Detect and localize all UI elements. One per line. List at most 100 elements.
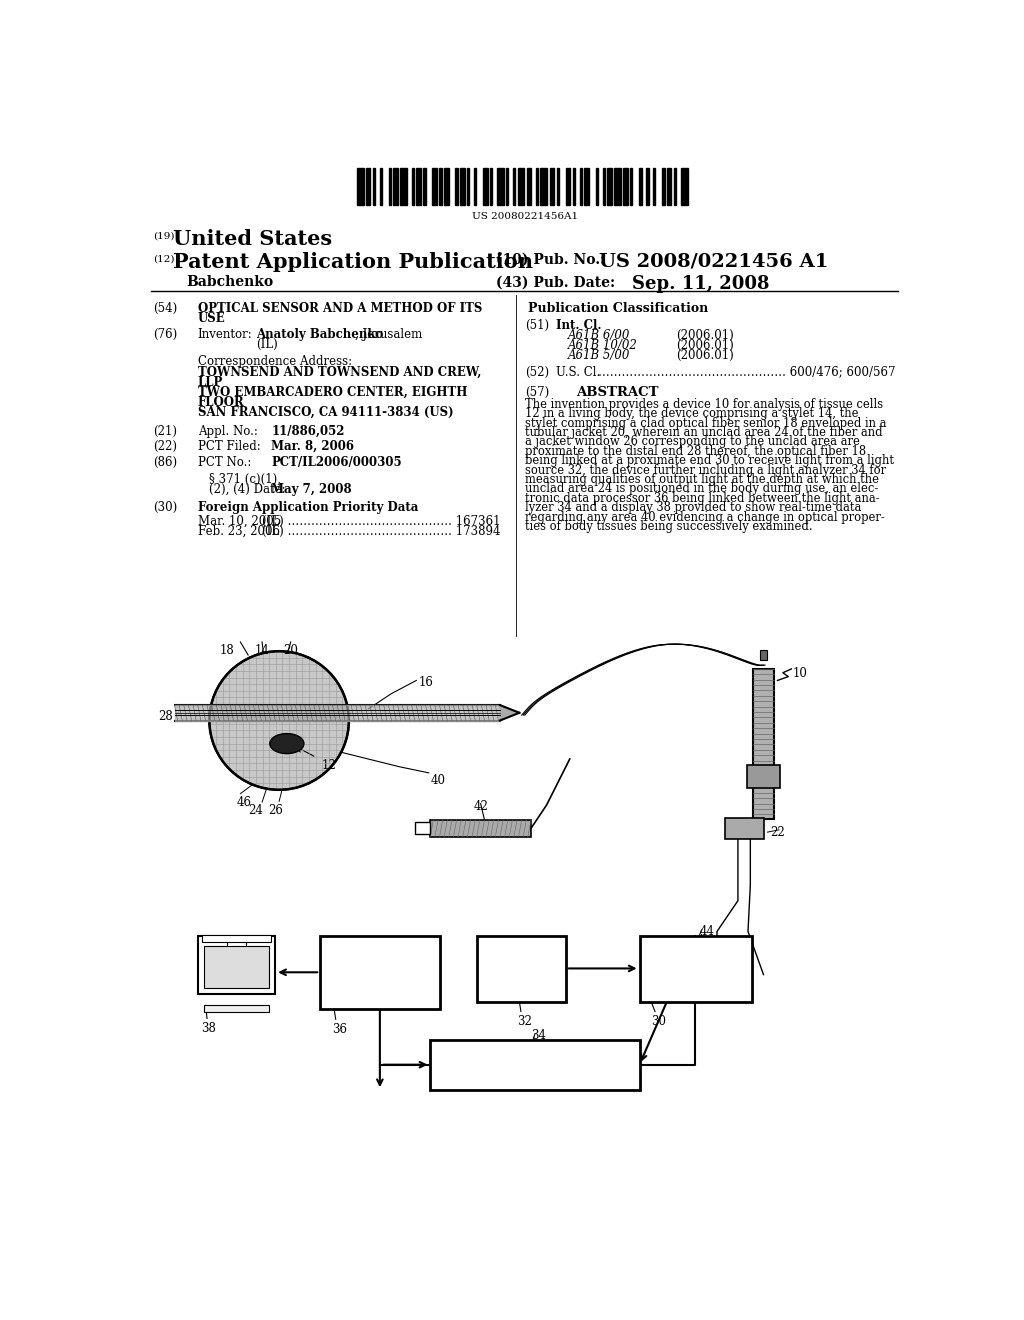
Text: 18: 18 (219, 644, 234, 656)
Text: 34: 34 (531, 1030, 546, 1043)
Text: ties of body tissues being successively examined.: ties of body tissues being successively … (524, 520, 812, 533)
Text: US 2008/0221456 A1: US 2008/0221456 A1 (599, 252, 828, 271)
Bar (517, 168, 524, 205)
Text: , Jerusalem: , Jerusalem (355, 327, 422, 341)
Text: 12: 12 (322, 759, 337, 772)
Bar (572, 168, 574, 205)
Bar (550, 168, 554, 205)
Bar (640, 936, 752, 1002)
Bar (536, 168, 539, 205)
Bar (489, 168, 493, 205)
Text: 22: 22 (770, 825, 784, 838)
Bar (198, 936, 275, 994)
Text: tronic data processor 36 being linked between the light ana-: tronic data processor 36 being linked be… (524, 492, 880, 504)
Text: TOWNSEND AND TOWNSEND AND CREW,: TOWNSEND AND TOWNSEND AND CREW, (198, 366, 481, 379)
Text: PCT/IL2006/000305: PCT/IL2006/000305 (271, 455, 402, 469)
Text: unclad area 24 is positioned in the body during use, an elec-: unclad area 24 is positioned in the body… (524, 482, 878, 495)
Text: 38: 38 (202, 1022, 216, 1035)
Bar (202, 935, 271, 942)
Bar (580, 168, 582, 205)
Bar (432, 168, 437, 205)
Text: Appl. No.:: Appl. No.: (198, 425, 258, 438)
Bar (614, 168, 621, 205)
Bar (460, 168, 465, 205)
Text: Mar. 10, 2005: Mar. 10, 2005 (198, 515, 281, 528)
Text: 16: 16 (419, 676, 433, 689)
Text: measuring qualities of output light at the depth at which the: measuring qualities of output light at t… (524, 473, 879, 486)
Text: Int. Cl.: Int. Cl. (556, 318, 601, 331)
Text: Sep. 11, 2008: Sep. 11, 2008 (632, 276, 769, 293)
Text: United States: United States (173, 230, 332, 249)
Bar (423, 168, 426, 205)
Text: Light analyzer: Light analyzer (486, 1059, 584, 1072)
Text: ………………………………………… 600/476; 600/567: ………………………………………… 600/476; 600/567 (598, 366, 896, 379)
Text: PCT No.:: PCT No.: (198, 455, 251, 469)
Text: § 371 (c)(1),: § 371 (c)(1), (209, 473, 282, 486)
Bar (748, 766, 779, 788)
Bar (204, 946, 269, 989)
Bar (227, 941, 246, 950)
Text: SAN FRANCISCO, CA 94111-3834 (US): SAN FRANCISCO, CA 94111-3834 (US) (198, 405, 454, 418)
Text: being linked at a proximate end 30 to receive light from a light: being linked at a proximate end 30 to re… (524, 454, 894, 467)
Text: 42: 42 (473, 800, 488, 813)
Text: 36: 36 (332, 1023, 347, 1036)
Bar (321, 936, 440, 1010)
Text: The invention provides a device 10 for analysis of tissue cells: The invention provides a device 10 for a… (524, 397, 883, 411)
Polygon shape (500, 705, 519, 721)
Text: 40: 40 (430, 775, 445, 788)
Bar (477, 936, 566, 1002)
Bar (566, 168, 570, 205)
Bar (639, 168, 642, 205)
Bar (526, 168, 531, 205)
Text: LLP: LLP (198, 376, 223, 388)
Bar (596, 168, 598, 205)
Bar (674, 168, 676, 205)
Circle shape (209, 651, 349, 789)
Bar (646, 168, 648, 205)
Text: (IL) …………………………………… 167361: (IL) …………………………………… 167361 (262, 515, 501, 528)
Bar (607, 168, 611, 205)
Bar (380, 168, 382, 205)
Text: (IL): (IL) (256, 338, 278, 351)
Text: 30: 30 (651, 1015, 667, 1028)
Bar (393, 168, 398, 205)
Text: (22): (22) (153, 441, 177, 453)
Text: (54): (54) (153, 302, 177, 314)
Bar (753, 669, 774, 818)
Bar (725, 817, 764, 840)
Bar (624, 168, 628, 205)
Text: (12): (12) (153, 255, 174, 264)
Text: 44: 44 (699, 925, 714, 939)
Bar (415, 822, 430, 834)
Bar (400, 168, 408, 205)
Bar (602, 168, 605, 205)
Bar (356, 168, 364, 205)
Bar (430, 1040, 640, 1090)
Text: Patent Application Publication: Patent Application Publication (173, 252, 532, 272)
Text: 28: 28 (158, 710, 173, 723)
Bar (506, 168, 508, 205)
Text: 11/886,052: 11/886,052 (271, 425, 345, 438)
Text: A61B 5/00: A61B 5/00 (567, 350, 630, 363)
Text: USE: USE (198, 312, 225, 325)
Bar (444, 168, 449, 205)
Text: (76): (76) (153, 327, 177, 341)
Bar (497, 168, 504, 205)
Text: Anatoly Babchenko: Anatoly Babchenko (256, 327, 383, 341)
Text: (2006.01): (2006.01) (676, 350, 733, 363)
Bar (513, 168, 515, 205)
Text: (IL) …………………………………… 173894: (IL) …………………………………… 173894 (262, 525, 501, 539)
Text: 14: 14 (255, 644, 269, 656)
Text: OPTICAL SENSOR AND A METHOD OF ITS: OPTICAL SENSOR AND A METHOD OF ITS (198, 302, 482, 314)
Bar (474, 168, 476, 205)
Text: (2006.01): (2006.01) (676, 330, 733, 342)
Bar (557, 168, 559, 205)
Bar (653, 168, 655, 205)
Text: U.S. Cl.: U.S. Cl. (556, 366, 600, 379)
Text: (2006.01): (2006.01) (676, 339, 733, 352)
Text: 46: 46 (237, 796, 252, 809)
Text: Optical
coupler: Optical coupler (670, 954, 721, 982)
Bar (584, 168, 589, 205)
Text: (57): (57) (524, 385, 549, 399)
Text: US 20080221456A1: US 20080221456A1 (472, 213, 578, 222)
